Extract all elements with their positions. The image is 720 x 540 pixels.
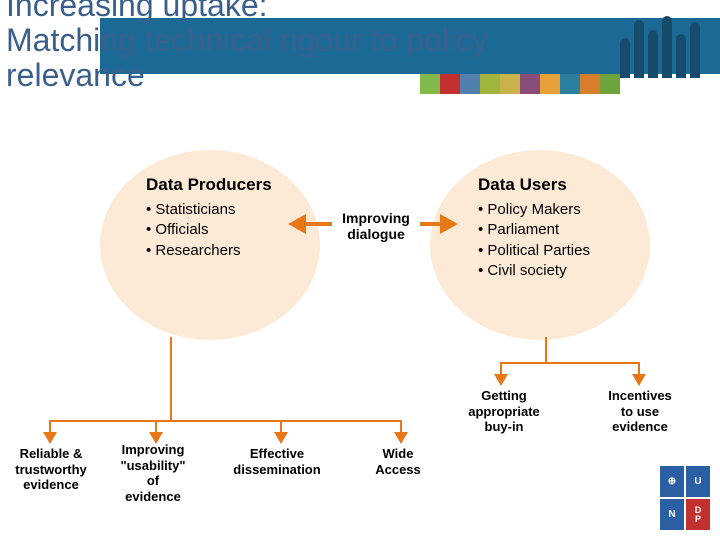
leaf-access: Wide Access (362, 446, 434, 477)
title-line: Matching technical rigour to policy (6, 22, 488, 58)
logo-n: N (660, 499, 684, 530)
leaf-line: trustworthy (15, 462, 87, 477)
strip-sq (520, 74, 540, 94)
users-list: • Policy Makers • Parliament • Political… (478, 200, 590, 281)
dialogue-line: Improving (342, 210, 410, 226)
arrow-down-icon (394, 432, 408, 444)
leaf-line: to use (621, 404, 659, 419)
branch-line (500, 362, 640, 364)
leaf-incentives: Incentives to use evidence (590, 388, 690, 435)
arrow-right-icon (440, 214, 458, 234)
leaf-line: evidence (125, 489, 181, 504)
title-line: relevance (6, 57, 145, 93)
logo-p: P (695, 515, 701, 524)
list-item: • Researchers (146, 241, 240, 261)
header-region: Increasing uptake: Matching technical ri… (0, 0, 720, 100)
page-title: Increasing uptake: Matching technical ri… (6, 0, 488, 94)
title-line: Increasing uptake: (6, 0, 268, 23)
dialogue-line: dialogue (347, 226, 405, 242)
producers-title: Data Producers (146, 175, 272, 195)
branch-line (545, 337, 547, 362)
branch-line (49, 420, 401, 422)
leaf-line: buy-in (485, 419, 524, 434)
logo-globe-icon: ⊕ (660, 466, 684, 497)
leaf-buyin: Getting appropriate buy-in (454, 388, 554, 435)
arrow-left-icon (288, 214, 306, 234)
list-item: • Statisticians (146, 200, 240, 220)
leaf-line: "usability" (120, 458, 185, 473)
leaf-line: appropriate (468, 404, 540, 419)
undp-logo: ⊕ U N D P (660, 466, 710, 530)
leaf-usability: Improving "usability" of evidence (108, 442, 198, 504)
leaf-reliable: Reliable & trustworthy evidence (6, 446, 96, 493)
leaf-dissemination: Effective dissemination (222, 446, 332, 477)
list-item: • Civil society (478, 261, 590, 281)
arrow-down-icon (494, 374, 508, 386)
strip-sq (500, 74, 520, 94)
leaf-line: Reliable & (20, 446, 83, 461)
arrow-down-icon (274, 432, 288, 444)
list-item: • Political Parties (478, 241, 590, 261)
leaf-line: Improving (122, 442, 185, 457)
logo-dp: D P (686, 499, 710, 530)
hands-graphic (600, 0, 720, 78)
producers-list: • Statisticians • Officials • Researcher… (146, 200, 240, 261)
leaf-line: Getting (481, 388, 527, 403)
users-title: Data Users (478, 175, 567, 195)
logo-u: U (686, 466, 710, 497)
arrow-down-icon (632, 374, 646, 386)
list-item: • Policy Makers (478, 200, 590, 220)
leaf-line: Incentives (608, 388, 672, 403)
branch-line (170, 337, 172, 420)
leaf-line: Effective (250, 446, 304, 461)
leaf-line: of (147, 473, 159, 488)
strip-sq (540, 74, 560, 94)
leaf-line: Access (375, 462, 421, 477)
dialogue-label: Improving dialogue (332, 208, 420, 244)
leaf-line: Wide (383, 446, 414, 461)
list-item: • Officials (146, 220, 240, 240)
arrow-down-icon (43, 432, 57, 444)
leaf-line: evidence (23, 477, 79, 492)
strip-sq (560, 74, 580, 94)
strip-sq (580, 74, 600, 94)
leaf-line: evidence (612, 419, 668, 434)
list-item: • Parliament (478, 220, 590, 240)
leaf-line: dissemination (233, 462, 320, 477)
